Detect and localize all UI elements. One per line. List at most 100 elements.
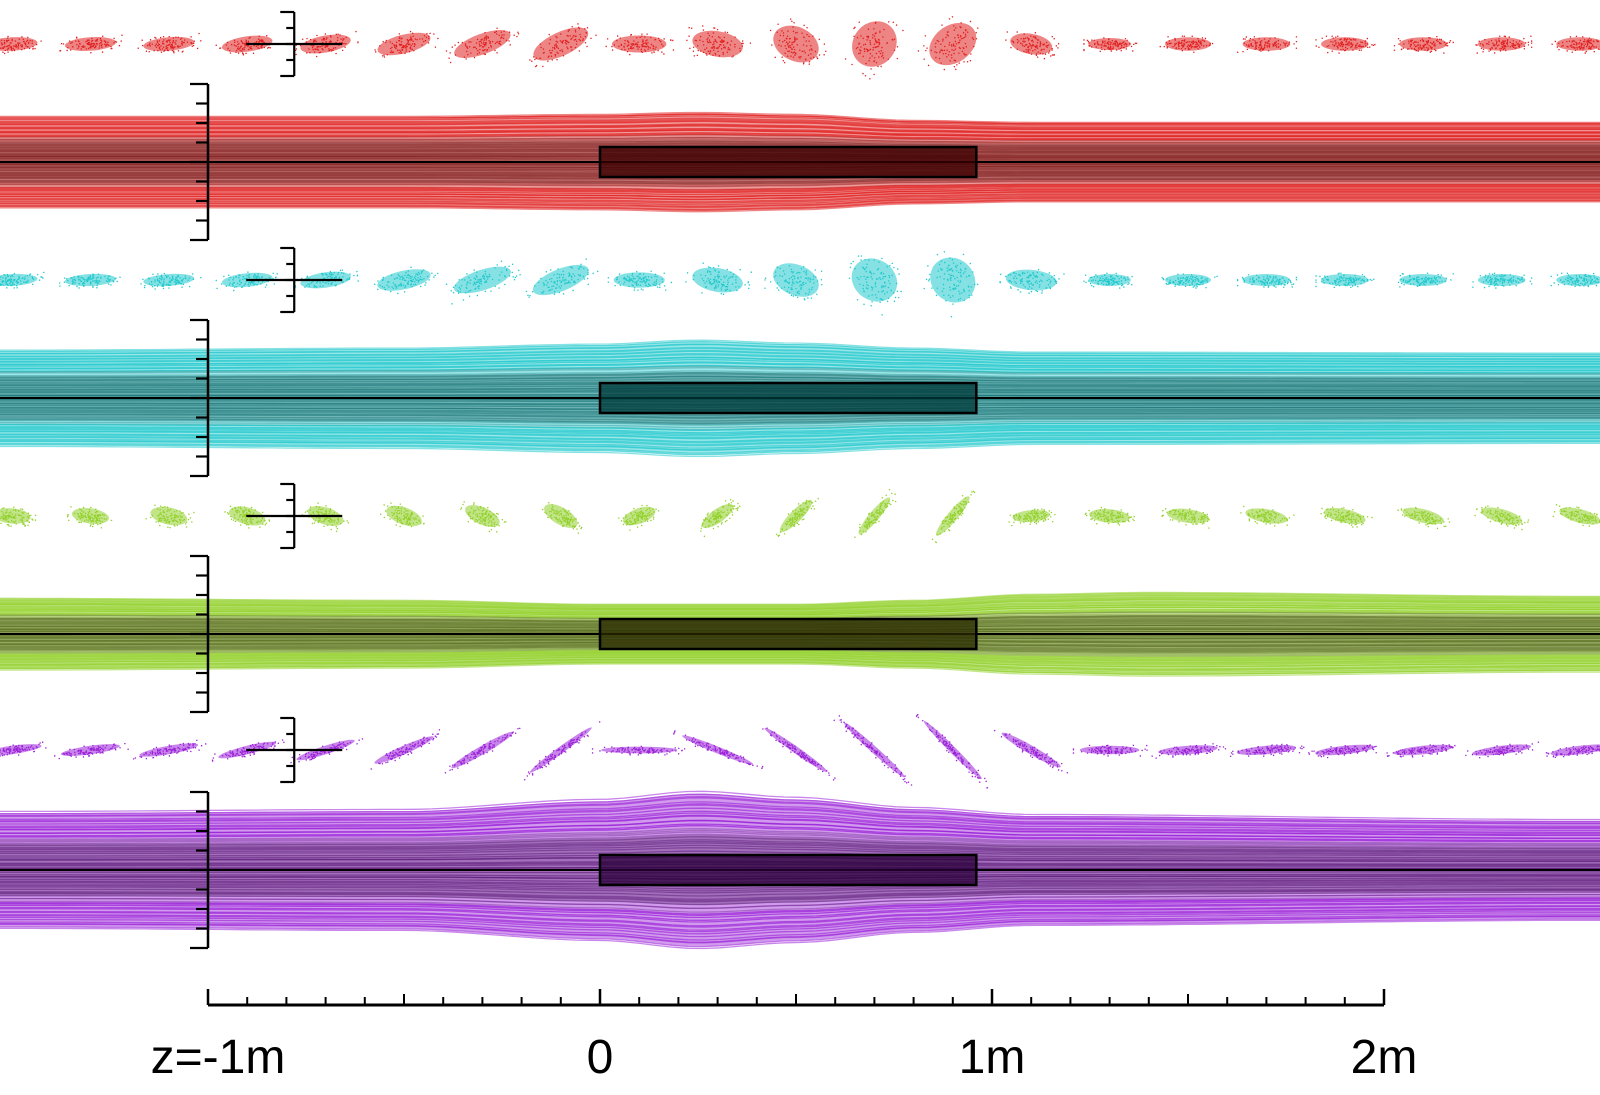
ellipse-particles <box>301 502 350 533</box>
particle-cloud <box>140 272 202 290</box>
trajectory-line <box>0 412 1600 418</box>
trajectory-line <box>0 650 1600 659</box>
trajectory-line <box>0 801 1600 827</box>
trajectory-line <box>0 820 1600 840</box>
trajectory-line <box>0 599 1600 611</box>
trajectory-line <box>0 354 1600 366</box>
trajectory-line <box>0 850 1600 859</box>
ellipse-particles <box>145 504 195 529</box>
ellipse-core <box>1393 744 1453 756</box>
ellipse-core <box>533 27 589 61</box>
particle-cloud <box>607 270 672 291</box>
ellipse-core <box>377 32 431 56</box>
trajectory-line <box>0 659 1600 672</box>
trajectory-line <box>0 889 1600 902</box>
trajectory-line <box>0 142 1600 148</box>
particle-cloud <box>1315 272 1375 288</box>
magnet-element <box>598 617 978 651</box>
trajectory-line <box>0 610 1600 619</box>
ellipse-core <box>773 263 819 297</box>
trajectory-line <box>0 606 1600 616</box>
ellipse-particles <box>1083 272 1133 289</box>
ellipse-particles <box>525 258 599 299</box>
trajectory-line <box>0 608 1600 618</box>
trajectory-line <box>0 352 1600 365</box>
particle-cloud <box>1320 506 1373 528</box>
particle-cloud <box>1315 35 1376 54</box>
trajectory-line <box>0 129 1600 138</box>
ellipse-particles <box>1475 35 1533 54</box>
trajectory-line <box>0 847 1600 857</box>
trajectory-line <box>0 123 1600 133</box>
trajectory-line <box>0 376 1600 383</box>
trajectory-line <box>0 124 1600 134</box>
trajectory-line <box>0 364 1600 374</box>
particle-cloud <box>591 745 686 756</box>
trajectory-line <box>0 187 1600 196</box>
trajectory-line <box>0 653 1600 664</box>
ellipse-particles <box>685 262 753 296</box>
crosshair-marker <box>246 246 343 314</box>
z-axis-tick-label: 0 <box>587 1031 614 1084</box>
trajectory-line <box>0 604 1600 615</box>
ellipse-particles <box>591 745 686 756</box>
ellipse-core <box>773 25 819 63</box>
particle-cloud <box>672 730 764 770</box>
trajectory-line <box>0 179 1600 186</box>
particle-cloud <box>686 25 752 58</box>
particle-cloud <box>1397 272 1454 288</box>
trajectory-line <box>0 436 1600 449</box>
phase-space-ellipses <box>0 15 1600 80</box>
trajectory-line <box>0 346 1600 360</box>
ellipse-particles <box>541 501 583 535</box>
ellipse-particles <box>1550 272 1600 289</box>
particle-cloud <box>1083 272 1133 289</box>
trajectory-line <box>0 897 1600 915</box>
trajectory-line <box>0 367 1600 376</box>
particle-cloud <box>0 35 42 55</box>
particle-cloud <box>1551 35 1600 54</box>
ellipse-particles <box>1005 31 1060 60</box>
ellipse-core <box>701 503 734 529</box>
particle-cloud <box>1159 35 1214 53</box>
particle-cloud <box>1386 744 1456 758</box>
ellipse-core <box>851 258 898 302</box>
ellipse-particles <box>617 504 660 532</box>
ellipse-particles <box>1552 503 1600 528</box>
trajectory-line <box>0 912 1600 938</box>
trajectory-line <box>0 804 1600 830</box>
trajectory-line <box>0 136 1600 143</box>
ellipse-particles <box>672 730 764 770</box>
particle-cloud <box>1084 506 1135 526</box>
trajectory-line <box>0 189 1600 198</box>
ellipse-particles <box>854 488 897 539</box>
ellipse-particles <box>833 715 913 786</box>
trajectory-line <box>0 134 1600 142</box>
trajectory-line <box>0 914 1600 941</box>
ellipse-core <box>692 267 743 293</box>
ellipse-core <box>529 727 592 773</box>
particle-cloud <box>66 506 113 529</box>
trajectory-line <box>0 602 1600 613</box>
trajectory-line <box>0 127 1600 136</box>
ellipse-core <box>1242 37 1291 51</box>
z-axis-tick-label: 1m <box>959 1031 1026 1084</box>
trajectory-line <box>0 181 1600 188</box>
z-axis-ticks <box>206 989 1386 1005</box>
beam-row-cyan <box>0 246 1600 478</box>
trajectory-line <box>0 825 1600 843</box>
trajectory-line <box>0 183 1600 191</box>
ellipse-particles <box>1397 506 1451 530</box>
particle-cloud <box>1151 743 1227 759</box>
phase-space-ellipses <box>0 713 1600 789</box>
trajectory-line <box>0 365 1600 375</box>
trajectory-line <box>0 652 1600 662</box>
beam-rows <box>0 10 1600 950</box>
particle-cloud <box>59 34 123 54</box>
particle-cloud <box>685 262 753 296</box>
particle-cloud <box>1397 506 1451 530</box>
magnet-element <box>598 145 978 179</box>
ellipse-particles <box>1229 743 1305 757</box>
trajectory-line <box>0 140 1600 147</box>
trajectory-line <box>0 790 1600 821</box>
